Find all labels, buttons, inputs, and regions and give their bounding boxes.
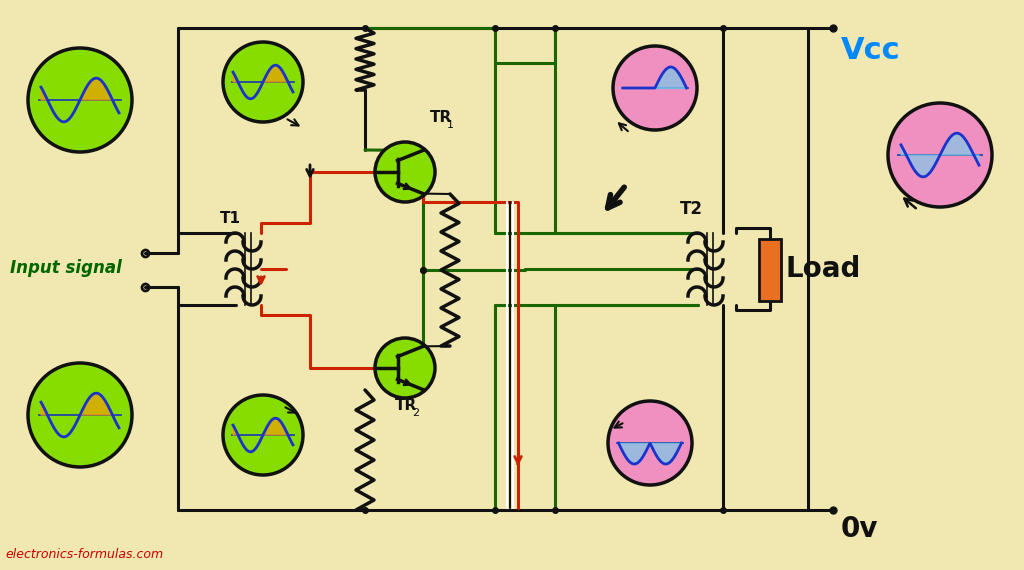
Circle shape: [888, 103, 992, 207]
Circle shape: [613, 46, 697, 130]
Circle shape: [608, 401, 692, 485]
Circle shape: [28, 48, 132, 152]
Text: TR: TR: [395, 398, 417, 413]
Bar: [759, 239, 781, 301]
Text: Vcc: Vcc: [841, 36, 901, 65]
Text: T2: T2: [680, 200, 703, 218]
Circle shape: [223, 395, 303, 475]
Circle shape: [375, 142, 435, 202]
Circle shape: [28, 363, 132, 467]
Text: Input signal: Input signal: [10, 259, 122, 277]
Text: 1: 1: [447, 120, 454, 130]
Text: electronics-formulas.com: electronics-formulas.com: [5, 548, 163, 561]
Text: TR: TR: [430, 110, 453, 125]
Text: 0v: 0v: [841, 515, 879, 543]
Text: T1: T1: [220, 211, 241, 226]
Circle shape: [223, 42, 303, 122]
Circle shape: [375, 338, 435, 398]
Text: 2: 2: [412, 408, 419, 418]
Text: Load: Load: [786, 255, 861, 283]
